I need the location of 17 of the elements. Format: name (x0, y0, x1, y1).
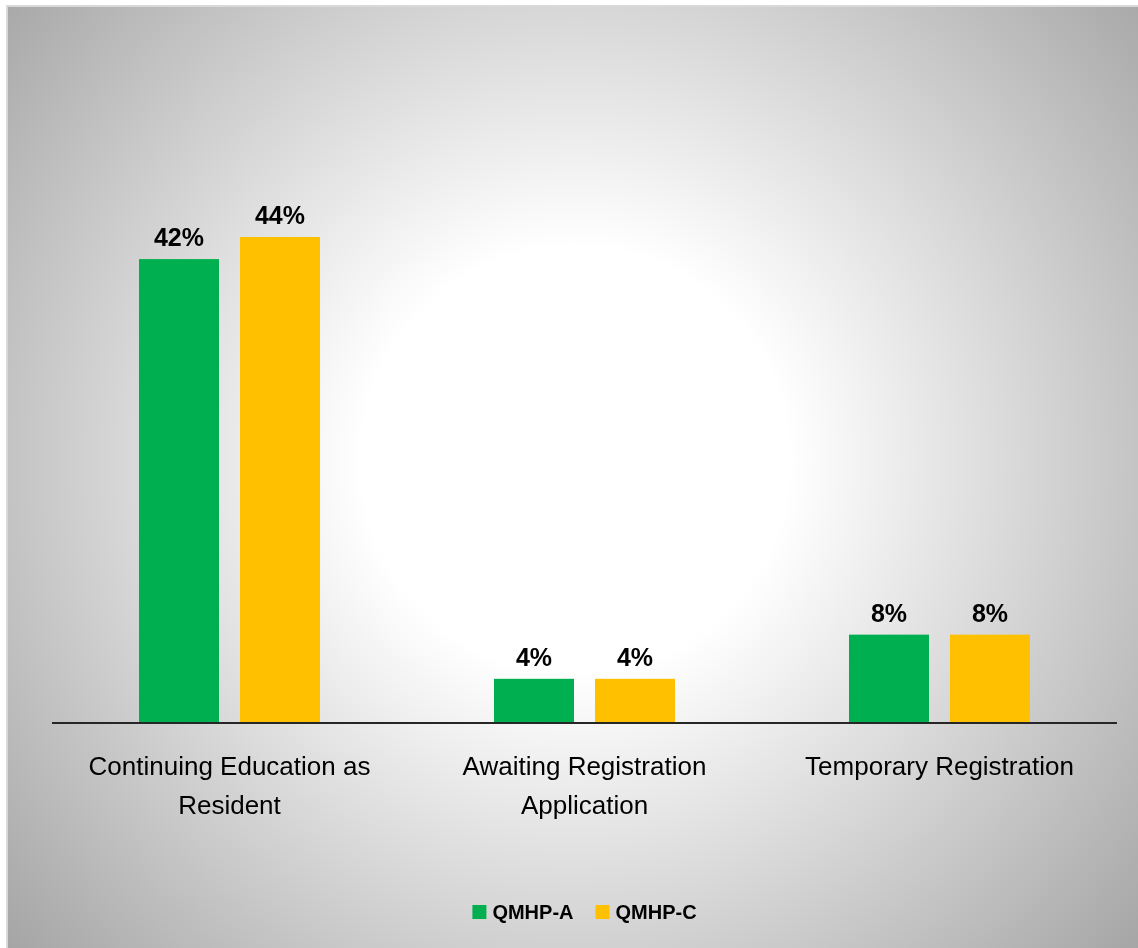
bar (240, 237, 320, 723)
bar (849, 634, 929, 723)
data-label: 8% (870, 598, 908, 627)
bar (950, 634, 1030, 723)
bar (139, 259, 219, 723)
legend-label: QMHP-A (492, 901, 574, 923)
data-label: 4% (515, 642, 553, 671)
data-label: 42% (153, 223, 205, 252)
legend-label: QMHP-C (615, 901, 697, 923)
x-tick-label: Continuing Education as Resident (88, 751, 371, 820)
data-label: 8% (971, 598, 1009, 627)
data-label: 44% (254, 201, 306, 229)
bar (595, 678, 675, 723)
x-tick-label: Temporary Registration (805, 751, 1074, 781)
bar (494, 678, 574, 723)
data-label: 4% (616, 642, 654, 671)
x-tick-label: Awaiting Registration Application (462, 751, 707, 820)
